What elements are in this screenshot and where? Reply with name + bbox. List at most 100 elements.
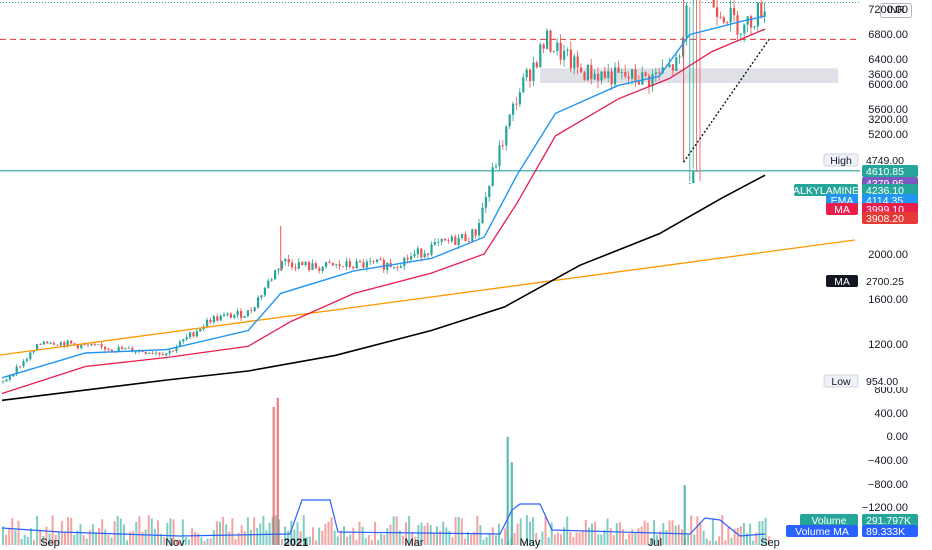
volume-bar bbox=[299, 531, 302, 545]
candle-body bbox=[736, 15, 739, 35]
volume-bar bbox=[705, 538, 708, 545]
volume-bar bbox=[612, 535, 615, 545]
candle-body bbox=[410, 256, 413, 260]
volume-bar bbox=[392, 516, 395, 545]
candle-body bbox=[651, 74, 654, 87]
volume-bar bbox=[736, 528, 739, 545]
volume-bar bbox=[39, 529, 42, 545]
volume-bar bbox=[333, 530, 336, 545]
candle-body bbox=[566, 49, 569, 51]
candle-body bbox=[284, 259, 287, 262]
volume-bar bbox=[70, 518, 73, 545]
currency-badge[interactable]: INR bbox=[880, 3, 912, 18]
volume-bar bbox=[349, 534, 352, 545]
volume-bar bbox=[209, 538, 212, 545]
volume-bar bbox=[758, 521, 761, 545]
volume-bar bbox=[401, 535, 404, 545]
candle-body bbox=[518, 92, 521, 105]
candle-body bbox=[542, 44, 545, 49]
volume-spike bbox=[506, 436, 509, 545]
volume-bar bbox=[64, 531, 66, 545]
volume-bar bbox=[594, 521, 597, 545]
volume-bar bbox=[718, 536, 721, 545]
volume-bar bbox=[237, 533, 240, 545]
volume-ma-line bbox=[1, 499, 766, 537]
volume-bar bbox=[696, 516, 699, 545]
volume-bar bbox=[29, 528, 32, 545]
volume-bar bbox=[361, 526, 364, 545]
dotted-trendline bbox=[683, 37, 771, 163]
axis-tags: 4749.00High4610.854379.95ALKYLAMINE4236.… bbox=[786, 153, 918, 538]
candle-body bbox=[661, 67, 664, 73]
volume-bar bbox=[355, 540, 358, 545]
candle-body bbox=[365, 261, 368, 268]
candle-body bbox=[80, 344, 83, 348]
volume-bar bbox=[228, 531, 231, 545]
candle-body bbox=[491, 167, 494, 186]
volume-bar bbox=[494, 535, 497, 545]
candle-body bbox=[29, 352, 32, 360]
volume-bar bbox=[522, 540, 525, 545]
volume-bar bbox=[262, 515, 265, 545]
volume-bar bbox=[175, 540, 178, 545]
volume-bar bbox=[485, 536, 488, 545]
candle-body bbox=[280, 261, 283, 270]
volume-bar bbox=[222, 516, 225, 545]
candle-body bbox=[335, 264, 338, 266]
candle-body bbox=[185, 337, 188, 340]
candle-body bbox=[637, 80, 640, 85]
candle-body bbox=[478, 223, 481, 236]
candle-body bbox=[223, 314, 226, 316]
price-tick-label: 6800.00 bbox=[868, 29, 908, 41]
volume-bar bbox=[749, 523, 752, 545]
candle-body bbox=[569, 49, 572, 69]
volume-bar bbox=[88, 530, 91, 545]
candle-body bbox=[46, 341, 49, 344]
candle-body bbox=[726, 22, 729, 24]
volume-bar bbox=[346, 536, 349, 545]
candle-body bbox=[36, 344, 39, 351]
volume-bar bbox=[33, 539, 35, 545]
time-axis[interactable]: Sep Nov 2021 Mar May Jul Sep bbox=[40, 537, 780, 549]
volume-bar bbox=[677, 524, 680, 545]
volume-bar bbox=[8, 527, 11, 545]
candle-body bbox=[600, 71, 603, 81]
candle-body bbox=[447, 240, 450, 242]
candle-body bbox=[535, 62, 538, 68]
candle-body bbox=[355, 261, 358, 269]
candle-body bbox=[175, 346, 178, 352]
price-tick-label: 5600.00 bbox=[868, 104, 908, 116]
volume-bar bbox=[463, 538, 466, 545]
candle-body bbox=[471, 229, 474, 242]
ema-line bbox=[1, 15, 766, 379]
volume-bar bbox=[538, 539, 541, 545]
candle-body bbox=[260, 295, 263, 298]
volume-bar bbox=[501, 538, 504, 545]
volume-bar bbox=[163, 537, 166, 545]
candle-body bbox=[328, 262, 331, 264]
volume-bar bbox=[504, 528, 507, 545]
volume-bar bbox=[26, 536, 29, 545]
candle-body bbox=[712, 0, 715, 8]
candle-body bbox=[253, 307, 256, 311]
candle-body bbox=[362, 262, 365, 268]
volume-bar bbox=[721, 515, 724, 545]
candle-body bbox=[209, 319, 212, 323]
price-axis[interactable]: 7200.00 6800.00 6400.00 6000.00 5600.00 5200.… bbox=[862, 4, 908, 514]
candle-body bbox=[110, 349, 113, 352]
candle-body bbox=[484, 197, 487, 208]
volume-bar bbox=[553, 534, 556, 545]
volume-bar bbox=[451, 537, 454, 545]
candle-body bbox=[39, 344, 42, 345]
support-tag-bg bbox=[862, 212, 918, 224]
volume-bar bbox=[138, 516, 141, 545]
candle-body bbox=[529, 69, 532, 82]
volume-bar bbox=[358, 521, 361, 545]
candle-body bbox=[70, 340, 73, 344]
candle-body bbox=[270, 279, 273, 281]
volume-bar bbox=[448, 531, 451, 545]
volume-bar bbox=[197, 533, 200, 545]
candle-body bbox=[287, 259, 290, 263]
candle-body bbox=[76, 344, 79, 349]
